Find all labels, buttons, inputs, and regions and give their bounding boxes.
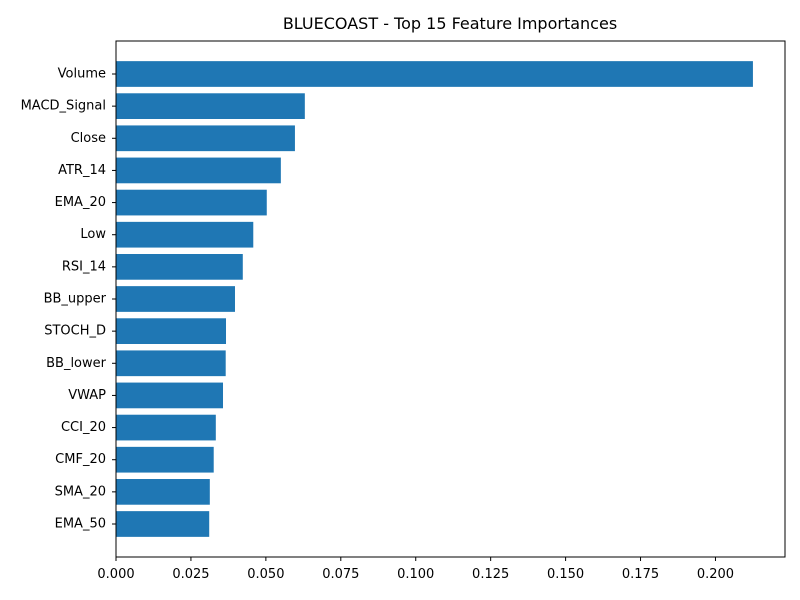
y-tick-label: Low	[80, 227, 106, 242]
y-tick-label: VWAP	[68, 388, 106, 403]
bar-atr-14	[116, 157, 281, 184]
x-tick-label: 0.100	[397, 567, 434, 582]
bar-rsi-14	[116, 254, 243, 280]
y-tick-label: BB_lower	[46, 356, 107, 371]
x-tick-label: 0.025	[172, 567, 209, 582]
y-axis-ticks: Volume MACD_Signal Close ATR_14 EMA_20 Low RSI…	[21, 67, 116, 532]
bar-vwap	[116, 382, 224, 409]
y-tick-label: EMA_20	[55, 195, 106, 210]
bar-close	[116, 125, 295, 152]
x-tick-label: 0.075	[322, 567, 359, 582]
x-tick-label: 0.000	[97, 567, 134, 582]
bar-cci-20	[116, 414, 216, 441]
y-tick-label: EMA_50	[55, 517, 106, 532]
chart-title: BLUECOAST - Top 15 Feature Importances	[283, 14, 617, 33]
bar-ema-20	[116, 189, 267, 216]
y-tick-label: Close	[71, 131, 106, 146]
y-tick-label: BB_upper	[44, 292, 107, 307]
y-tick-label: CMF_20	[55, 452, 106, 467]
bar-bb-lower	[116, 350, 226, 377]
x-tick-label: 0.125	[472, 567, 509, 582]
y-tick-label: MACD_Signal	[21, 99, 106, 114]
bar-macd-signal	[116, 93, 305, 119]
x-axis-ticks: 0.000 0.025 0.050 0.075 0.100 0.125 0.150 0.175…	[97, 557, 734, 582]
bars-group	[116, 61, 753, 537]
y-tick-label: CCI_20	[61, 420, 106, 435]
plot-frame	[115, 40, 786, 558]
x-tick-label: 0.150	[547, 567, 584, 582]
bar-cmf-20	[116, 446, 214, 473]
y-tick-label: RSI_14	[62, 259, 106, 274]
bar-low	[116, 221, 254, 248]
x-tick-label: 0.200	[697, 567, 734, 582]
y-tick-label: STOCH_D	[44, 324, 106, 339]
y-tick-label: ATR_14	[58, 163, 106, 178]
bar-volume	[116, 61, 753, 87]
bar-stoch-d	[116, 318, 227, 344]
bar-ema-50	[116, 511, 210, 537]
x-tick-label: 0.050	[247, 567, 284, 582]
y-tick-label: SMA_20	[55, 484, 106, 499]
bar-sma-20	[116, 479, 210, 505]
bar-bb-upper	[116, 286, 235, 312]
x-tick-label: 0.175	[622, 567, 659, 582]
y-tick-label: Volume	[58, 67, 106, 82]
